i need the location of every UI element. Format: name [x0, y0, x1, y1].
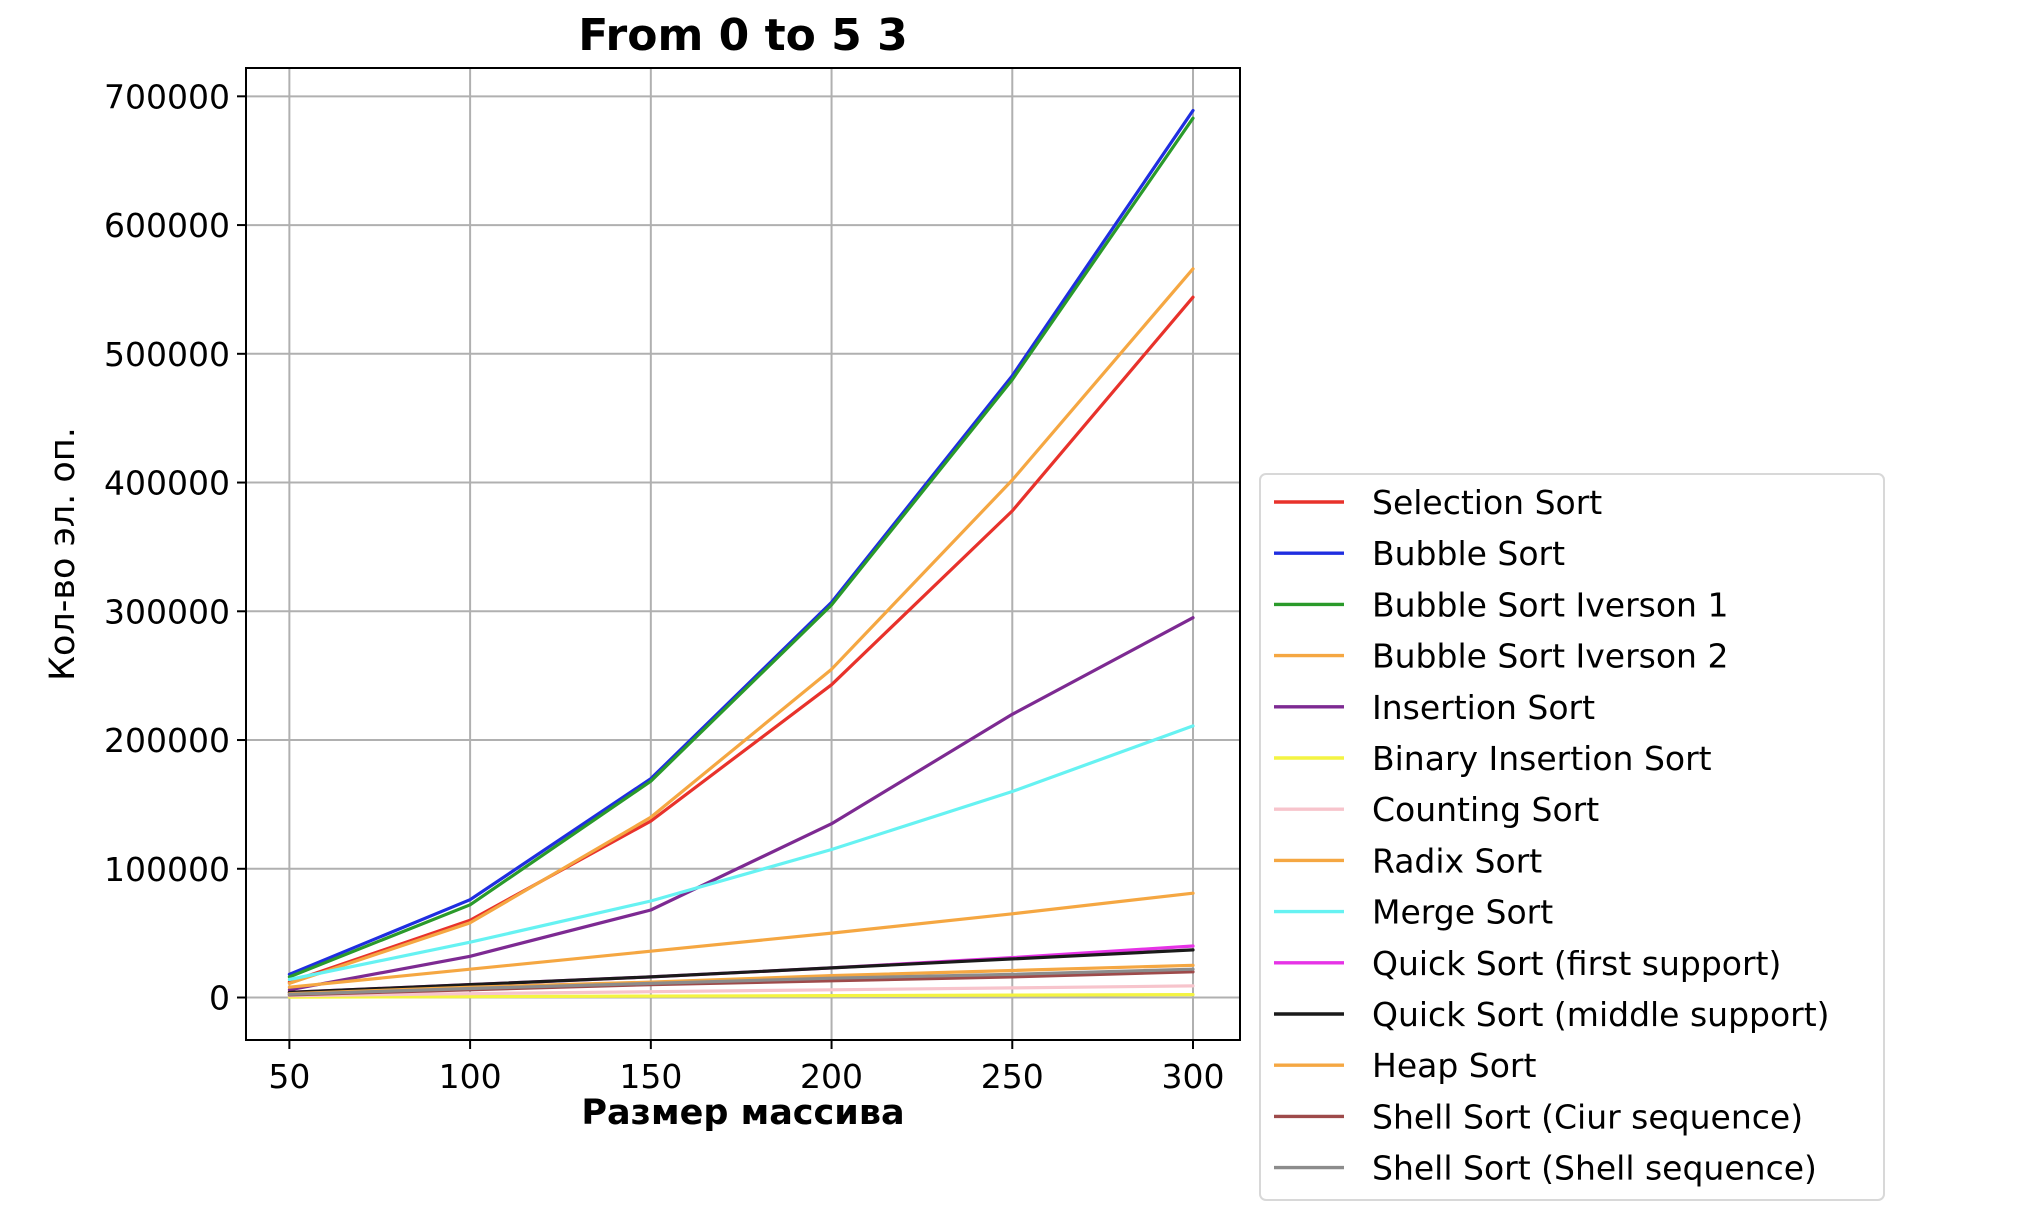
y-tick-label: 400000 — [104, 464, 230, 503]
axes-frame — [245, 67, 1241, 1041]
legend: Selection Sort Bubble Sort Bubble Sort Ive… — [1259, 473, 1885, 1201]
series-line-0 — [287, 295, 1195, 984]
series-line-10 — [287, 948, 1195, 995]
y-tick-label: 700000 — [104, 77, 230, 116]
series-line-3 — [287, 267, 1195, 986]
x-tick-label: 100 — [439, 1057, 502, 1096]
y-tick-label: 100000 — [104, 850, 230, 889]
legend-label: Heap Sort — [1372, 1046, 1536, 1085]
x-tick-label: 50 — [268, 1057, 310, 1096]
y-tick-label: 0 — [209, 979, 230, 1018]
legend-label: Bubble Sort — [1372, 534, 1565, 573]
ticks: 50 100 150 200 250 300 0 100000 200000 300000 4000… — [104, 77, 1224, 1096]
legend-label: Quick Sort (middle support) — [1372, 995, 1830, 1034]
series-line-5 — [287, 992, 1195, 999]
series-line-8 — [287, 724, 1195, 982]
legend-label: Bubble Sort Iverson 2 — [1372, 637, 1728, 676]
legend-label: Quick Sort (first support) — [1372, 944, 1781, 983]
series-line-13 — [287, 967, 1195, 996]
y-tick-label: 600000 — [104, 206, 230, 245]
series-line-6 — [287, 984, 1195, 998]
legend-box — [1259, 473, 1885, 1201]
x-tick-label: 200 — [800, 1057, 863, 1096]
legend-label: Binary Insertion Sort — [1372, 739, 1712, 778]
series-line-7 — [287, 891, 1195, 989]
legend-label: Shell Sort (Shell sequence) — [1372, 1149, 1817, 1188]
x-axis-label: Размер массива — [581, 1093, 904, 1133]
legend-label: Bubble Sort Iverson 1 — [1372, 585, 1728, 624]
legend-label: Counting Sort — [1372, 790, 1599, 829]
y-axis-label: Кол-во эл. оп. — [43, 427, 83, 681]
series-line-4 — [287, 616, 1195, 992]
legend-label: Shell Sort (Ciur sequence) — [1372, 1097, 1803, 1136]
series-line-2 — [287, 116, 1195, 979]
chart-title: From 0 to 5 3 — [578, 10, 907, 61]
legend-label: Insertion Sort — [1372, 688, 1595, 727]
y-tick-label: 200000 — [104, 721, 230, 760]
y-tick-label: 500000 — [104, 335, 230, 374]
x-tick-label: 150 — [619, 1057, 682, 1096]
grid — [246, 68, 1240, 1040]
x-tick-label: 250 — [981, 1057, 1044, 1096]
legend-label: Radix Sort — [1372, 841, 1542, 880]
legend-label: Merge Sort — [1372, 893, 1553, 932]
series-lines — [287, 108, 1195, 999]
series-line-1 — [287, 108, 1195, 976]
x-tick-label: 300 — [1162, 1057, 1225, 1096]
y-tick-label: 300000 — [104, 592, 230, 631]
legend-label: Selection Sort — [1372, 483, 1602, 522]
